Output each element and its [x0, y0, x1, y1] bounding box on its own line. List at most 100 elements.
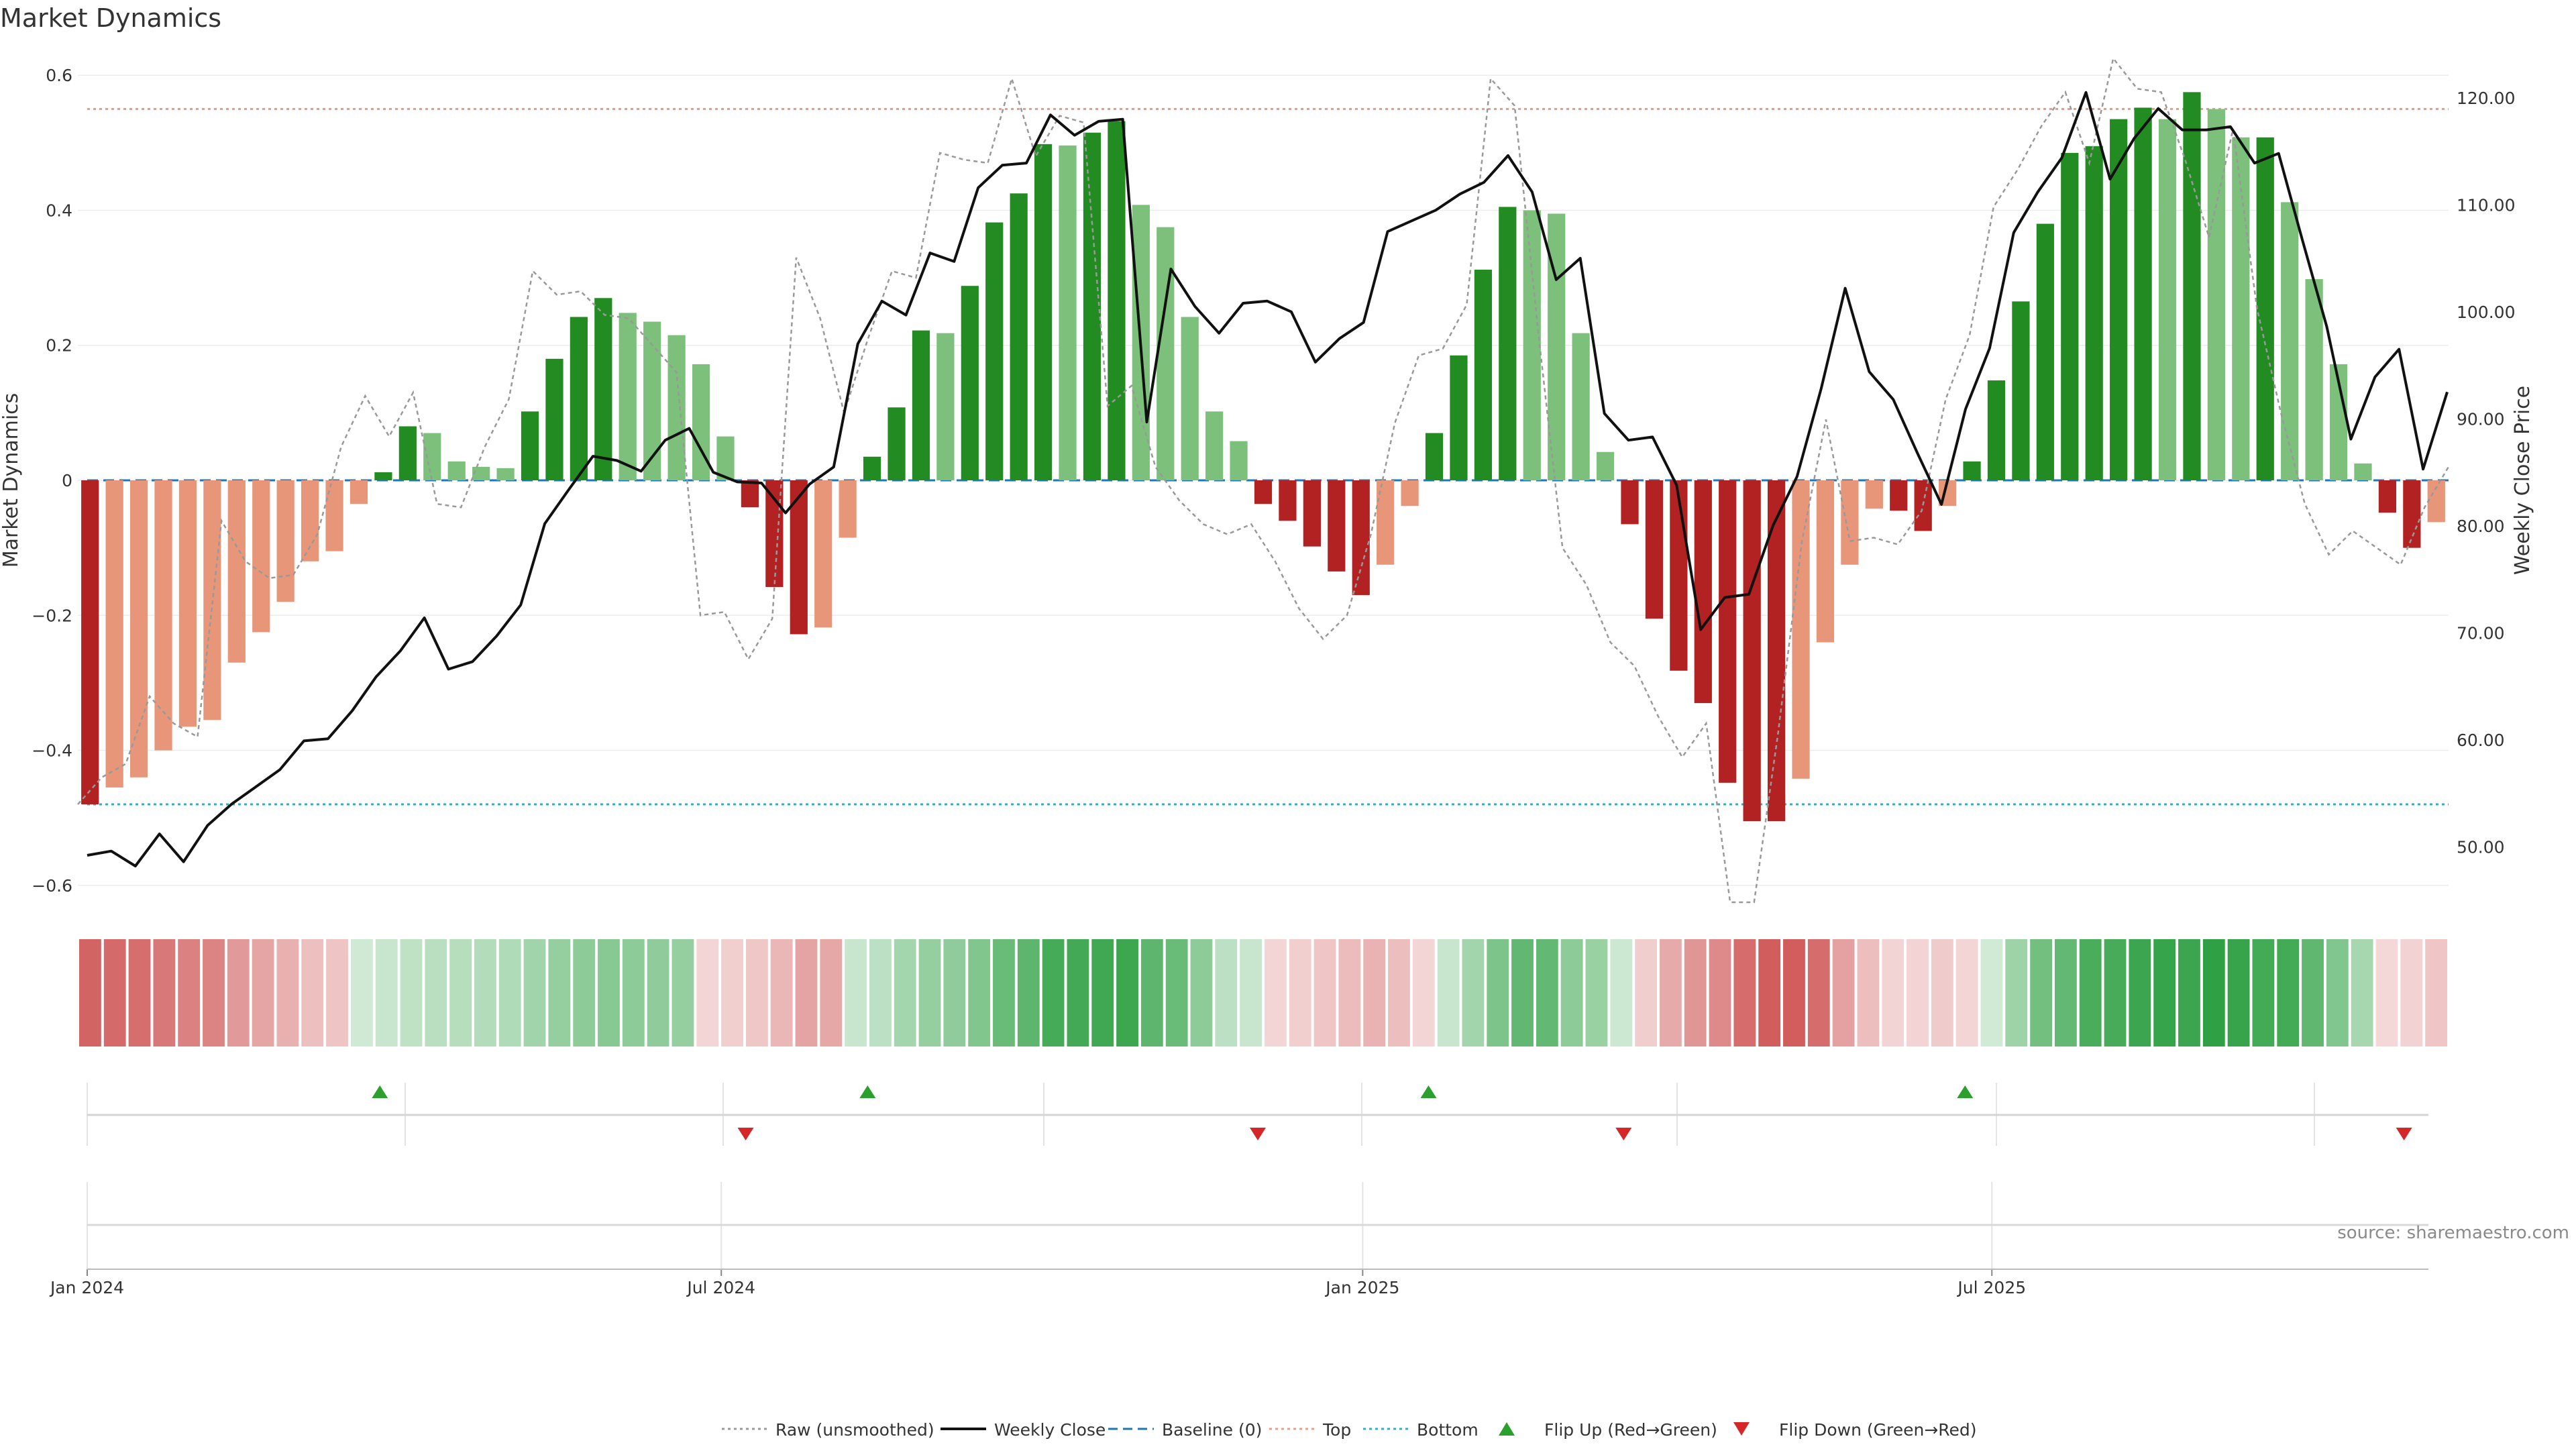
bar-62 — [1596, 451, 1615, 480]
heat-cell-55 — [1437, 939, 1460, 1046]
raw-line — [77, 56, 2450, 904]
heat-cell-63 — [1635, 939, 1657, 1046]
heat-cell-74 — [1907, 939, 1929, 1046]
date-tick-label-2: Jan 2025 — [1324, 1278, 1399, 1297]
bar-34 — [912, 330, 930, 480]
heat-cell-0 — [79, 939, 101, 1046]
chart-title: Market Dynamics — [0, 3, 221, 33]
legend-item-4: Bottom — [1363, 1420, 1479, 1440]
source-note: source: sharemaestro.com — [2337, 1223, 2569, 1243]
heat-cell-78 — [2005, 939, 2028, 1046]
heat-cell-61 — [1585, 939, 1608, 1046]
bar-2 — [129, 480, 148, 777]
bar-65 — [1670, 480, 1688, 671]
bar-67 — [1719, 480, 1737, 783]
bar-19 — [545, 358, 564, 480]
heat-cell-88 — [2252, 939, 2275, 1046]
bar-12 — [374, 472, 392, 480]
left-tick-label-3: 0 — [62, 471, 72, 490]
heat-cell-6 — [227, 939, 250, 1046]
bar-48 — [1254, 480, 1273, 504]
right-tick-label-1: 110.00 — [2457, 195, 2515, 215]
legend-label-2: Baseline (0) — [1162, 1420, 1262, 1440]
heat-cell-76 — [1955, 939, 1978, 1046]
heat-cell-73 — [1882, 939, 1904, 1046]
heat-cell-32 — [869, 939, 892, 1046]
left-tick-label-5: −0.4 — [32, 741, 72, 761]
bar-86 — [2183, 92, 2201, 480]
bar-11 — [350, 480, 368, 504]
heat-cell-37 — [993, 939, 1015, 1046]
heat-cell-46 — [1215, 939, 1238, 1046]
bar-85 — [2158, 119, 2177, 481]
bar-59 — [1523, 210, 1541, 480]
flip-up-marker-1 — [859, 1085, 876, 1098]
bar-16 — [472, 466, 490, 480]
legend-label-6: Flip Down (Green→Red) — [1779, 1420, 1977, 1440]
bar-20 — [570, 317, 588, 480]
flip-down-marker-3 — [2396, 1128, 2412, 1140]
bar-8 — [276, 480, 294, 602]
heat-cell-68 — [1758, 939, 1781, 1046]
series-lines — [77, 56, 2450, 904]
heat-cell-16 — [474, 939, 496, 1046]
heat-cell-13 — [400, 939, 423, 1046]
bar-3 — [154, 480, 172, 751]
heat-cell-24 — [672, 939, 694, 1046]
legend-marker-6 — [1733, 1422, 1750, 1436]
left-tick-label-2: 0.2 — [46, 336, 72, 356]
flip-up-marker-2 — [1420, 1085, 1437, 1098]
bar-15 — [447, 461, 466, 480]
legend-marker-5 — [1499, 1422, 1515, 1436]
bar-40 — [1059, 145, 1077, 480]
bar-26 — [716, 436, 735, 480]
bar-61 — [1572, 333, 1590, 480]
heat-cell-79 — [2030, 939, 2052, 1046]
bar-5 — [203, 480, 221, 720]
legend-item-6: Flip Down (Green→Red) — [1733, 1420, 1977, 1440]
heat-cell-92 — [2351, 939, 2373, 1046]
bar-47 — [1230, 441, 1248, 480]
flip-up-marker-3 — [1957, 1085, 1974, 1098]
bar-89 — [2256, 137, 2274, 480]
heat-cell-81 — [2079, 939, 2102, 1046]
bar-54 — [1401, 480, 1419, 506]
bar-94 — [2378, 480, 2397, 513]
bar-22 — [619, 313, 637, 480]
heat-cell-31 — [845, 939, 867, 1046]
heat-cell-62 — [1610, 939, 1633, 1046]
legend-item-2: Baseline (0) — [1108, 1420, 1262, 1440]
heat-cell-51 — [1338, 939, 1361, 1046]
heat-cell-34 — [918, 939, 941, 1046]
heat-cell-27 — [745, 939, 768, 1046]
heat-cell-91 — [2326, 939, 2349, 1046]
bar-82 — [2085, 146, 2103, 480]
heat-cell-20 — [573, 939, 596, 1046]
heat-cell-85 — [2178, 939, 2200, 1046]
bar-13 — [398, 426, 417, 480]
bar-31 — [839, 480, 857, 538]
heat-cell-57 — [1487, 939, 1509, 1046]
heat-cell-54 — [1412, 939, 1435, 1046]
bar-69 — [1767, 480, 1786, 822]
bar-30 — [814, 480, 833, 628]
bar-90 — [2281, 202, 2299, 480]
bar-45 — [1181, 317, 1199, 480]
left-tick-label-1: 0.4 — [46, 201, 72, 220]
heat-cell-15 — [449, 939, 472, 1046]
heat-cell-65 — [1684, 939, 1707, 1046]
right-tick-label-2: 100.00 — [2457, 303, 2515, 322]
heat-cell-56 — [1462, 939, 1485, 1046]
left-axis-ticks: 0.6 0.4 0.2 0 −0.2 −0.4 −0.6 — [32, 66, 72, 896]
bar-68 — [1743, 480, 1761, 822]
heat-cell-48 — [1265, 939, 1287, 1046]
right-tick-label-4: 80.00 — [2457, 517, 2505, 536]
bar-4 — [178, 480, 197, 727]
bar-7 — [252, 480, 270, 633]
bar-33 — [888, 407, 906, 480]
heat-cell-35 — [943, 939, 966, 1046]
bar-64 — [1645, 480, 1664, 619]
heat-cell-84 — [2153, 939, 2176, 1046]
bar-74 — [1890, 480, 1908, 511]
heat-cell-75 — [1931, 939, 1953, 1046]
